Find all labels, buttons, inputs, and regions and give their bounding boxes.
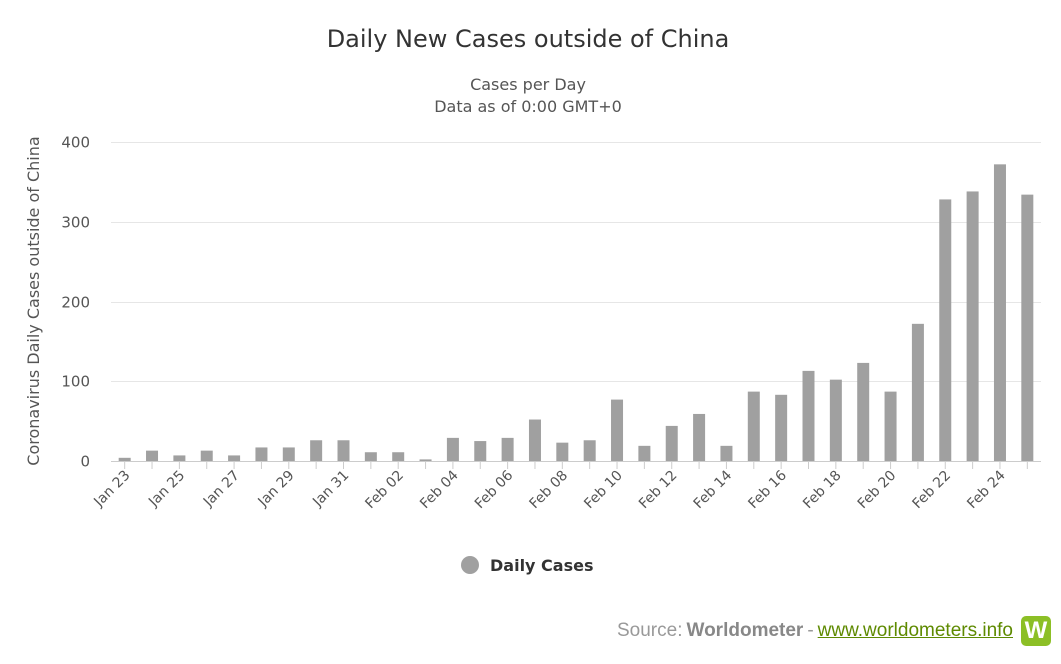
bar[interactable] [255,447,268,461]
x-tick-label: Feb 06 [472,467,517,512]
bar[interactable] [419,459,432,461]
bar[interactable] [857,362,870,461]
bar[interactable] [337,440,350,461]
x-tick-label: Feb 08 [527,468,572,513]
chart-subtitle-line-1: Cases per Day [470,75,586,94]
chart-title: Daily New Cases outside of China [327,25,730,53]
y-tick-label: 200 [61,294,90,312]
legend-swatch-daily-cases [461,556,479,574]
x-tick-label: Feb 14 [691,467,736,512]
x-tick-label: Feb 10 [581,468,626,513]
bar[interactable] [911,323,924,461]
bar[interactable] [228,455,241,461]
legend-label-daily-cases: Daily Cases [490,556,593,575]
bar[interactable] [1021,194,1034,461]
x-tick-label: Jan 25 [145,468,188,511]
y-tick-label: 0 [80,453,90,471]
x-tick-label: Jan 31 [309,468,352,511]
bar[interactable] [200,450,213,461]
bar[interactable] [884,391,897,461]
bar[interactable] [939,199,952,462]
bar[interactable] [993,164,1006,461]
bar[interactable] [392,452,405,461]
x-tick-label: Feb 02 [362,468,407,513]
grid [111,142,1041,462]
bar[interactable] [611,399,624,461]
bar[interactable] [583,440,596,461]
source-brand: Worldometer [686,620,804,641]
bar[interactable] [747,391,760,461]
bar[interactable] [528,419,541,461]
y-axis: 0 100 200 300 400 [61,134,90,471]
x-tick-label: Feb 18 [800,468,845,513]
bar[interactable] [474,441,487,461]
bar[interactable] [829,379,842,461]
bar[interactable] [966,191,979,461]
x-tick-label: Feb 12 [636,468,681,513]
bar[interactable] [802,370,815,461]
x-tick-label: Jan 23 [90,468,133,511]
bar[interactable] [146,450,159,461]
bar[interactable] [118,457,131,461]
x-tick-label: Jan 29 [255,468,298,511]
bar[interactable] [693,413,706,461]
source-footer: Source: Worldometer - www.worldometers.i… [617,616,1051,646]
x-tick-label: Feb 22 [910,468,955,513]
y-tick-label: 100 [61,373,90,391]
bar[interactable] [282,447,295,461]
bar[interactable] [638,445,651,461]
y-axis-title: Coronavirus Daily Cases outside of China [24,136,43,465]
x-tick-label: Feb 04 [417,467,462,512]
x-tick-label: Jan 27 [200,468,243,511]
bar[interactable] [501,437,514,461]
y-tick-label: 400 [61,134,90,152]
source-prefix: Source: [617,620,683,641]
x-tick-label: Feb 20 [855,468,900,513]
x-axis: Jan 23 Jan 25 Jan 27 Jan 29 Jan 31 Feb 02 Feb … [90,461,1028,513]
source-separator: - [807,620,814,641]
x-tick-label: Feb 24 [964,467,1009,512]
y-tick-label: 300 [61,214,90,232]
bar[interactable] [556,442,569,461]
source-link[interactable]: www.worldometers.info [817,620,1013,641]
legend[interactable]: Daily Cases [461,556,593,575]
bar[interactable] [665,425,678,461]
bar[interactable] [364,452,377,461]
bar[interactable] [310,440,323,461]
bar[interactable] [446,437,459,461]
bar[interactable] [720,445,733,461]
chart-subtitle-line-2: Data as of 0:00 GMT+0 [434,97,622,116]
bar[interactable] [173,455,186,461]
bars [118,164,1034,462]
worldometer-logo-icon[interactable]: W [1021,616,1051,646]
x-tick-label: Feb 16 [745,467,790,512]
bar[interactable] [775,394,788,461]
